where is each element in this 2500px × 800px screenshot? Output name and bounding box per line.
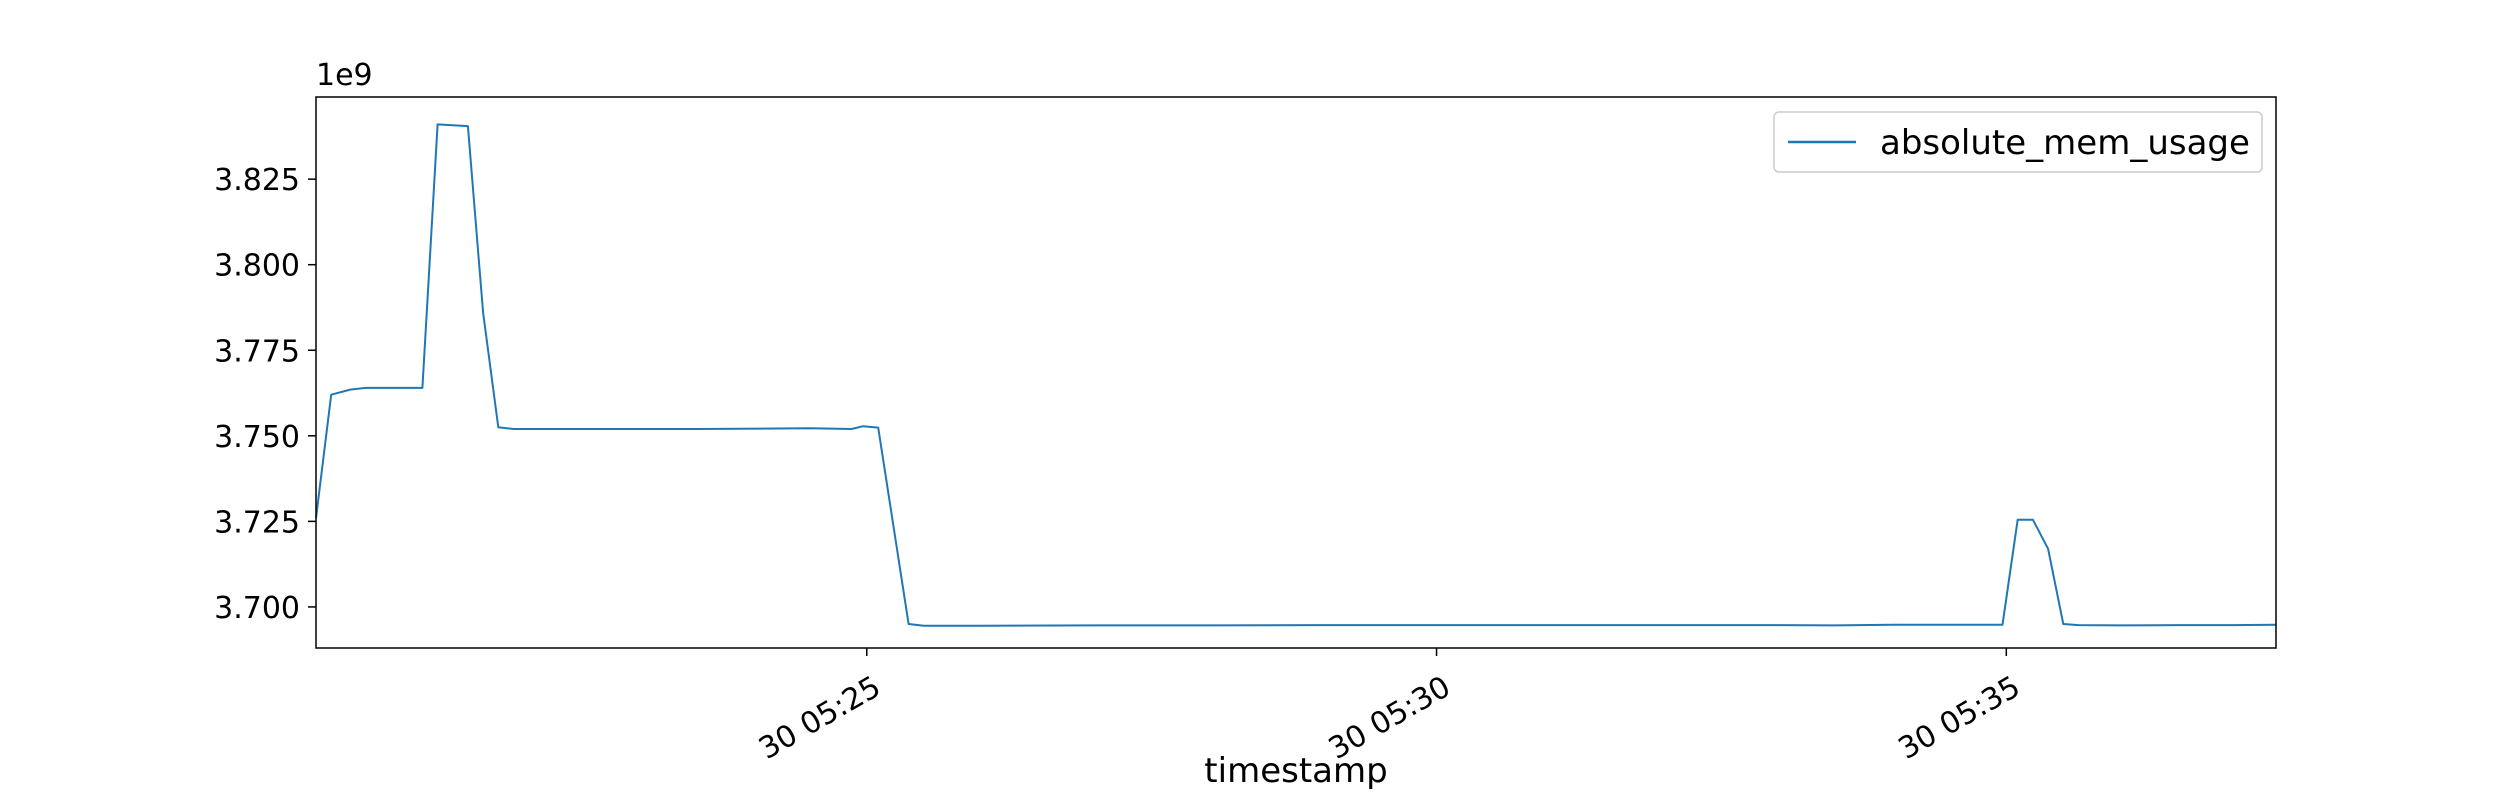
y-axis-ticks: 3.700 3.725 3.750 3.775 3.800 3.825 (214, 163, 316, 626)
legend-label-absolute-mem-usage: absolute_mem_usage (1880, 123, 2250, 163)
plot-frame (315, 96, 2277, 649)
x-axis-title: timestamp (1204, 751, 1387, 791)
legend-box (1773, 111, 2263, 173)
y-axis-offset-label: 1e9 (316, 58, 373, 93)
y-tick-label: 3.800 (214, 249, 300, 284)
series-line-absolute-mem-usage (315, 123, 2277, 627)
y-tick-label: 3.725 (214, 505, 300, 540)
y-tick-label: 3.750 (214, 420, 300, 455)
y-tick-label: 3.825 (214, 163, 300, 198)
legend: absolute_mem_usage (1773, 111, 2263, 173)
y-tick-label: 3.700 (214, 591, 300, 626)
y-tick-label: 3.775 (214, 334, 300, 369)
